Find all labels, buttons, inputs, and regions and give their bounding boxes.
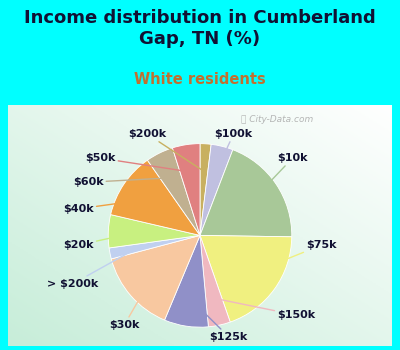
Wedge shape	[164, 236, 208, 327]
Text: $125k: $125k	[192, 301, 248, 342]
Text: $30k: $30k	[109, 280, 150, 330]
Text: White residents: White residents	[134, 72, 266, 87]
Text: ⓘ City-Data.com: ⓘ City-Data.com	[241, 115, 314, 124]
Text: $100k: $100k	[214, 129, 253, 170]
Wedge shape	[200, 236, 230, 327]
Wedge shape	[200, 236, 292, 322]
Text: $10k: $10k	[255, 153, 308, 197]
Text: $50k: $50k	[85, 153, 188, 172]
Text: Income distribution in Cumberland
Gap, TN (%): Income distribution in Cumberland Gap, T…	[24, 9, 376, 48]
Wedge shape	[111, 160, 200, 236]
Text: $20k: $20k	[63, 233, 133, 250]
Wedge shape	[172, 144, 200, 236]
Wedge shape	[200, 144, 211, 236]
Text: $60k: $60k	[73, 177, 169, 187]
Wedge shape	[200, 150, 292, 237]
Wedge shape	[200, 144, 233, 236]
Text: $40k: $40k	[63, 200, 144, 214]
Wedge shape	[108, 215, 200, 248]
Text: > $200k: > $200k	[47, 250, 134, 289]
Wedge shape	[109, 236, 200, 259]
Text: $200k: $200k	[128, 129, 202, 170]
Wedge shape	[111, 236, 200, 320]
Text: $150k: $150k	[216, 299, 316, 320]
Wedge shape	[148, 148, 200, 236]
Text: $75k: $75k	[255, 240, 337, 272]
